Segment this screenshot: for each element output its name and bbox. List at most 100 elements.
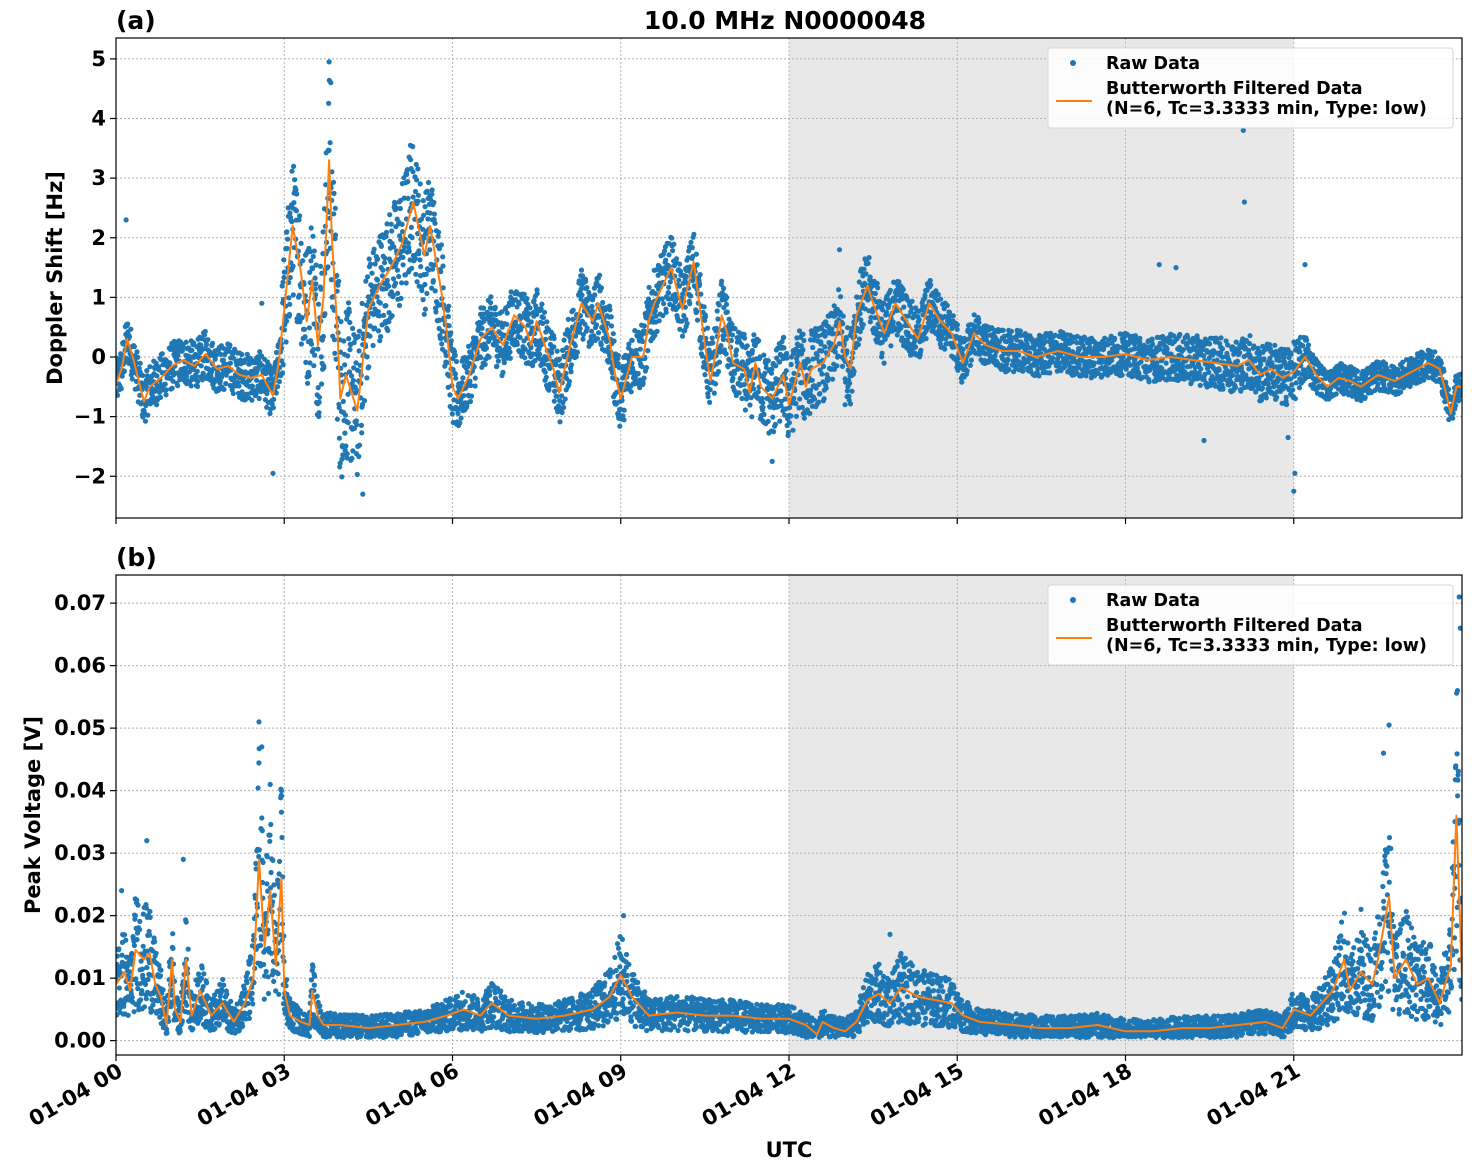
raw-point bbox=[529, 325, 535, 331]
raw-point bbox=[729, 332, 736, 338]
raw-point bbox=[439, 341, 445, 347]
raw-point bbox=[383, 233, 389, 239]
raw-point bbox=[617, 423, 623, 429]
raw-point bbox=[326, 100, 332, 106]
raw-point bbox=[611, 338, 617, 344]
raw-point bbox=[293, 187, 299, 193]
raw-point bbox=[782, 396, 788, 402]
raw-point bbox=[347, 347, 353, 353]
raw-point bbox=[829, 326, 835, 332]
raw-point bbox=[847, 380, 853, 386]
raw-point bbox=[836, 287, 842, 293]
raw-point bbox=[1036, 373, 1042, 379]
raw-point bbox=[778, 403, 784, 409]
raw-point bbox=[815, 333, 822, 339]
raw-point bbox=[698, 334, 704, 341]
raw-point bbox=[996, 339, 1003, 345]
raw-point bbox=[125, 321, 131, 327]
raw-point bbox=[499, 309, 505, 315]
raw-point bbox=[821, 396, 827, 402]
raw-point bbox=[420, 198, 426, 204]
raw-point bbox=[259, 362, 265, 368]
raw-point bbox=[444, 360, 450, 366]
raw-point bbox=[153, 360, 159, 366]
raw-point bbox=[688, 293, 694, 299]
raw-point bbox=[131, 344, 137, 350]
raw-point bbox=[861, 266, 867, 272]
raw-point bbox=[964, 368, 970, 374]
raw-point bbox=[412, 188, 419, 195]
raw-point bbox=[331, 337, 338, 343]
raw-point bbox=[739, 372, 745, 379]
raw-point bbox=[413, 161, 419, 168]
raw-point bbox=[424, 188, 430, 194]
raw-point bbox=[397, 197, 404, 204]
raw-point bbox=[578, 267, 585, 273]
raw-point bbox=[620, 413, 626, 419]
raw-point bbox=[489, 311, 495, 317]
raw-point bbox=[739, 359, 746, 365]
raw-point bbox=[386, 319, 392, 325]
raw-point bbox=[488, 300, 494, 306]
raw-point bbox=[310, 233, 316, 239]
raw-point bbox=[579, 273, 586, 279]
raw-point bbox=[303, 359, 309, 365]
raw-point bbox=[359, 430, 365, 436]
raw-point bbox=[1018, 332, 1024, 339]
raw-point bbox=[410, 169, 416, 175]
raw-point bbox=[666, 252, 672, 258]
raw-point bbox=[284, 229, 290, 235]
raw-point bbox=[340, 398, 346, 404]
raw-point bbox=[718, 343, 724, 349]
raw-point bbox=[976, 320, 982, 326]
raw-point bbox=[332, 232, 339, 238]
raw-point bbox=[916, 316, 922, 323]
raw-point bbox=[774, 397, 780, 403]
raw-point bbox=[702, 372, 708, 378]
raw-point bbox=[817, 367, 823, 373]
raw-point bbox=[741, 331, 747, 337]
raw-point bbox=[472, 375, 478, 381]
raw-point bbox=[628, 389, 634, 395]
raw-point bbox=[615, 352, 621, 359]
raw-point bbox=[492, 337, 498, 343]
raw-point bbox=[688, 239, 694, 245]
raw-point bbox=[580, 332, 586, 338]
raw-point bbox=[1206, 369, 1212, 375]
raw-point bbox=[863, 271, 869, 277]
raw-point bbox=[553, 362, 559, 368]
raw-point bbox=[341, 338, 347, 344]
raw-point bbox=[506, 345, 512, 351]
raw-point bbox=[264, 404, 270, 410]
raw-point bbox=[258, 353, 265, 359]
raw-point bbox=[285, 205, 291, 211]
raw-point bbox=[518, 314, 525, 320]
raw-point bbox=[331, 211, 337, 217]
raw-point bbox=[851, 368, 857, 374]
raw-point bbox=[639, 364, 645, 370]
raw-point bbox=[588, 341, 594, 347]
raw-point bbox=[431, 211, 437, 217]
raw-point bbox=[531, 298, 537, 304]
raw-point bbox=[855, 342, 861, 348]
raw-point bbox=[701, 304, 707, 310]
raw-point bbox=[744, 343, 750, 349]
raw-point bbox=[438, 269, 444, 275]
raw-point bbox=[340, 452, 346, 458]
raw-point bbox=[797, 396, 803, 402]
raw-point bbox=[134, 349, 140, 355]
raw-point bbox=[559, 409, 565, 416]
raw-point bbox=[300, 258, 306, 264]
raw-point bbox=[232, 346, 238, 352]
raw-point bbox=[218, 343, 224, 349]
raw-point bbox=[310, 253, 316, 260]
raw-point bbox=[1354, 368, 1360, 374]
raw-point bbox=[728, 337, 735, 344]
raw-point bbox=[427, 247, 433, 253]
raw-point bbox=[307, 249, 313, 255]
raw-point bbox=[540, 315, 547, 321]
raw-point bbox=[788, 361, 794, 368]
raw-point bbox=[430, 266, 436, 272]
raw-point bbox=[431, 199, 437, 206]
raw-point bbox=[721, 285, 727, 291]
